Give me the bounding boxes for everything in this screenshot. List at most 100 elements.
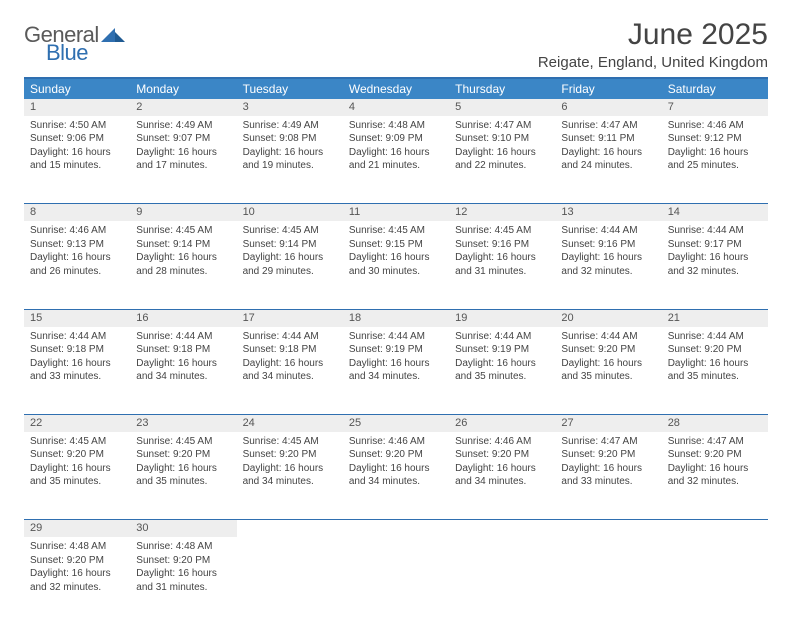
- sunrise-line: Sunrise: 4:46 AM: [455, 435, 549, 449]
- location-line: Reigate, England, United Kingdom: [538, 54, 768, 71]
- sunset-line: Sunset: 9:20 PM: [455, 448, 549, 462]
- day-cell-body: Sunrise: 4:45 AMSunset: 9:20 PMDaylight:…: [24, 432, 130, 493]
- day-cell-body: Sunrise: 4:49 AMSunset: 9:08 PMDaylight:…: [237, 116, 343, 177]
- daylight-line: Daylight: 16 hours: [455, 146, 549, 160]
- sunrise-line: Sunrise: 4:47 AM: [561, 119, 655, 133]
- daynum-row: 2930: [24, 520, 768, 537]
- daylight-line: Daylight: 16 hours: [668, 146, 762, 160]
- sunset-line: Sunset: 9:20 PM: [668, 448, 762, 462]
- day-cell-body: Sunrise: 4:47 AMSunset: 9:11 PMDaylight:…: [555, 116, 661, 177]
- sunrise-line: Sunrise: 4:46 AM: [30, 224, 124, 238]
- day-cell-body: Sunrise: 4:46 AMSunset: 9:20 PMDaylight:…: [449, 432, 555, 493]
- daylight-line: and 35 minutes.: [455, 370, 549, 384]
- day-number-cell: 3: [237, 99, 343, 116]
- sunset-line: Sunset: 9:16 PM: [561, 238, 655, 252]
- daylight-line: Daylight: 16 hours: [30, 567, 124, 581]
- day-number-cell: 23: [130, 415, 236, 432]
- day-cell: Sunrise: 4:44 AMSunset: 9:19 PMDaylight:…: [449, 327, 555, 415]
- weekday-header-row: Sunday Monday Tuesday Wednesday Thursday…: [24, 78, 768, 99]
- day-number-cell: 29: [24, 520, 130, 537]
- daylight-line: and 22 minutes.: [455, 159, 549, 173]
- daynum-row: 891011121314: [24, 204, 768, 221]
- sunrise-line: Sunrise: 4:45 AM: [136, 224, 230, 238]
- daynum-row: 15161718192021: [24, 309, 768, 326]
- daylight-line: and 34 minutes.: [349, 370, 443, 384]
- day-cell: Sunrise: 4:49 AMSunset: 9:07 PMDaylight:…: [130, 116, 236, 204]
- day-number-cell: 11: [343, 204, 449, 221]
- daylight-line: Daylight: 16 hours: [243, 357, 337, 371]
- daylight-line: and 21 minutes.: [349, 159, 443, 173]
- day-cell-body: Sunrise: 4:46 AMSunset: 9:12 PMDaylight:…: [662, 116, 768, 177]
- day-number-cell: 12: [449, 204, 555, 221]
- day-cell: Sunrise: 4:44 AMSunset: 9:18 PMDaylight:…: [24, 327, 130, 415]
- sunset-line: Sunset: 9:20 PM: [349, 448, 443, 462]
- sunrise-line: Sunrise: 4:49 AM: [243, 119, 337, 133]
- day-cell-body: Sunrise: 4:44 AMSunset: 9:17 PMDaylight:…: [662, 221, 768, 282]
- day-cell-body: Sunrise: 4:44 AMSunset: 9:16 PMDaylight:…: [555, 221, 661, 282]
- daylight-line: Daylight: 16 hours: [455, 357, 549, 371]
- daylight-line: and 34 minutes.: [243, 475, 337, 489]
- day-number-cell: 4: [343, 99, 449, 116]
- sunset-line: Sunset: 9:20 PM: [30, 554, 124, 568]
- day-number-cell: 25: [343, 415, 449, 432]
- day-number-cell: [237, 520, 343, 537]
- daylight-line: and 29 minutes.: [243, 265, 337, 279]
- day-cell-body: Sunrise: 4:48 AMSunset: 9:09 PMDaylight:…: [343, 116, 449, 177]
- weekday-header: Sunday: [24, 78, 130, 99]
- header: General Blue June 2025 Reigate, England,…: [24, 18, 768, 71]
- day-cell-body: Sunrise: 4:46 AMSunset: 9:20 PMDaylight:…: [343, 432, 449, 493]
- daylight-line: and 33 minutes.: [561, 475, 655, 489]
- day-number-cell: 2: [130, 99, 236, 116]
- daylight-line: Daylight: 16 hours: [455, 462, 549, 476]
- day-cell: Sunrise: 4:47 AMSunset: 9:10 PMDaylight:…: [449, 116, 555, 204]
- sunrise-line: Sunrise: 4:48 AM: [136, 540, 230, 554]
- sunrise-line: Sunrise: 4:50 AM: [30, 119, 124, 133]
- daynum-row: 22232425262728: [24, 415, 768, 432]
- daylight-line: and 32 minutes.: [668, 265, 762, 279]
- page-title: June 2025: [538, 18, 768, 52]
- daylight-line: and 15 minutes.: [30, 159, 124, 173]
- daynum-row: 1234567: [24, 99, 768, 116]
- sunrise-line: Sunrise: 4:48 AM: [30, 540, 124, 554]
- day-cell: Sunrise: 4:45 AMSunset: 9:14 PMDaylight:…: [237, 221, 343, 309]
- logo-text-blue: Blue: [46, 42, 125, 64]
- weekday-header: Thursday: [449, 78, 555, 99]
- daylight-line: Daylight: 16 hours: [30, 357, 124, 371]
- daylight-line: Daylight: 16 hours: [561, 462, 655, 476]
- sunset-line: Sunset: 9:19 PM: [455, 343, 549, 357]
- daylight-line: and 34 minutes.: [349, 475, 443, 489]
- day-cell-body: Sunrise: 4:50 AMSunset: 9:06 PMDaylight:…: [24, 116, 130, 177]
- day-number-cell: 28: [662, 415, 768, 432]
- sunrise-line: Sunrise: 4:44 AM: [561, 224, 655, 238]
- calendar-table: Sunday Monday Tuesday Wednesday Thursday…: [24, 77, 768, 625]
- daylight-line: Daylight: 16 hours: [668, 251, 762, 265]
- daylight-line: and 19 minutes.: [243, 159, 337, 173]
- day-number-cell: 21: [662, 309, 768, 326]
- day-cell: Sunrise: 4:47 AMSunset: 9:11 PMDaylight:…: [555, 116, 661, 204]
- day-number-cell: 18: [343, 309, 449, 326]
- daylight-line: Daylight: 16 hours: [668, 462, 762, 476]
- sunset-line: Sunset: 9:11 PM: [561, 132, 655, 146]
- daylight-line: Daylight: 16 hours: [349, 357, 443, 371]
- sunset-line: Sunset: 9:18 PM: [30, 343, 124, 357]
- daylight-line: and 35 minutes.: [30, 475, 124, 489]
- week-row: Sunrise: 4:50 AMSunset: 9:06 PMDaylight:…: [24, 116, 768, 204]
- day-number-cell: [662, 520, 768, 537]
- sunset-line: Sunset: 9:12 PM: [668, 132, 762, 146]
- day-cell-body: Sunrise: 4:47 AMSunset: 9:20 PMDaylight:…: [555, 432, 661, 493]
- day-number-cell: 26: [449, 415, 555, 432]
- day-number-cell: 7: [662, 99, 768, 116]
- sunset-line: Sunset: 9:17 PM: [668, 238, 762, 252]
- daylight-line: Daylight: 16 hours: [668, 357, 762, 371]
- sunrise-line: Sunrise: 4:45 AM: [136, 435, 230, 449]
- daylight-line: and 17 minutes.: [136, 159, 230, 173]
- sunrise-line: Sunrise: 4:47 AM: [668, 435, 762, 449]
- week-row: Sunrise: 4:44 AMSunset: 9:18 PMDaylight:…: [24, 327, 768, 415]
- sunset-line: Sunset: 9:20 PM: [30, 448, 124, 462]
- day-cell: Sunrise: 4:45 AMSunset: 9:15 PMDaylight:…: [343, 221, 449, 309]
- sunrise-line: Sunrise: 4:46 AM: [349, 435, 443, 449]
- sunset-line: Sunset: 9:16 PM: [455, 238, 549, 252]
- day-number-cell: 13: [555, 204, 661, 221]
- weekday-header: Tuesday: [237, 78, 343, 99]
- day-number-cell: 19: [449, 309, 555, 326]
